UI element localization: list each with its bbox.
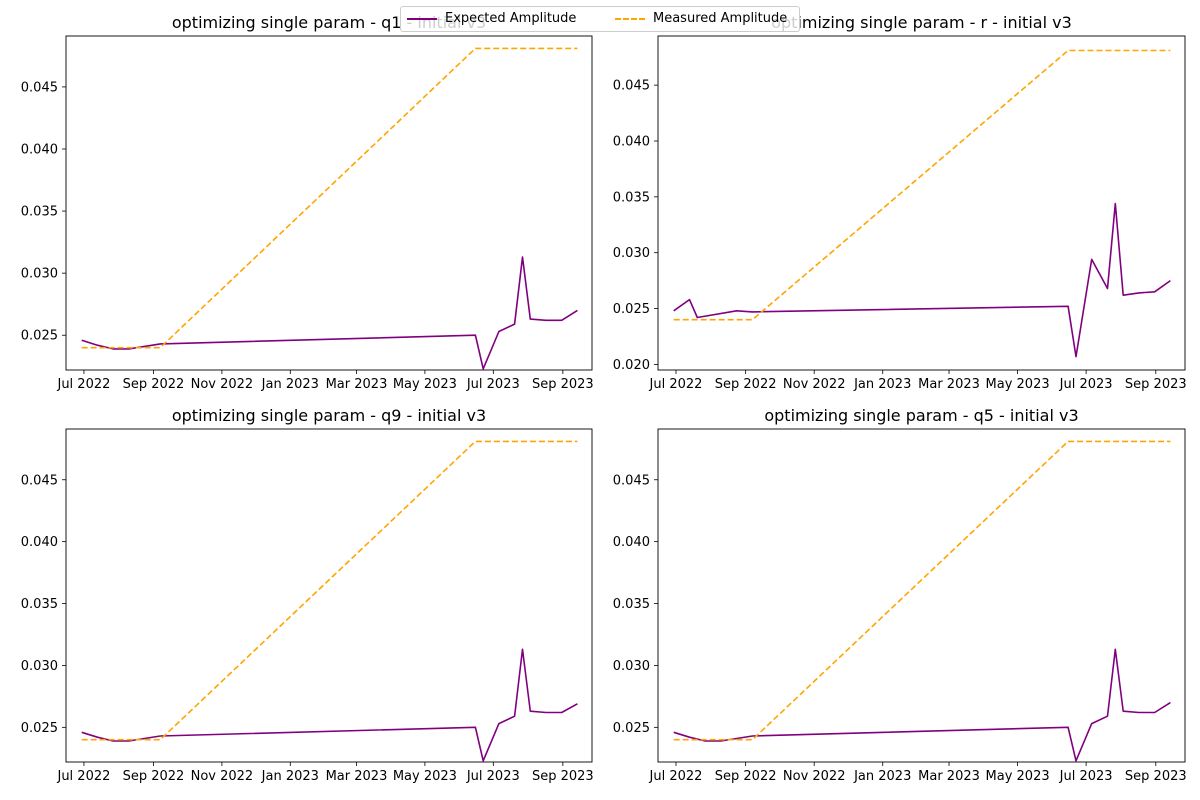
x-tick-label: Sep 2022	[123, 769, 185, 784]
y-tick-label: 0.035	[613, 190, 650, 205]
series-line-expected	[673, 648, 1171, 762]
chart-title: optimizing single param - r - initial v3	[771, 13, 1072, 32]
y-tick-label: 0.030	[21, 659, 58, 674]
series-line-measured	[81, 47, 578, 349]
series-line-expected	[673, 202, 1171, 358]
y-tick-label: 0.030	[21, 267, 58, 282]
x-tick-label: Jan 2023	[853, 377, 911, 392]
chart-title: optimizing single param - q9 - initial v…	[172, 406, 486, 425]
plot-frame	[65, 35, 593, 371]
x-tick-label: Nov 2022	[191, 377, 254, 392]
chart-panel-1: optimizing single param - q1 - initial v…	[21, 13, 594, 392]
x-tick-label: Jan 2023	[261, 769, 319, 784]
series-line-measured	[81, 440, 578, 741]
y-tick-label: 0.030	[613, 246, 650, 261]
y-tick-label: 0.040	[21, 535, 58, 550]
y-tick-label: 0.025	[21, 329, 58, 344]
x-tick-label: Sep 2023	[1125, 377, 1187, 392]
chart-panel-2: optimizing single param - r - initial v3…	[613, 13, 1187, 392]
x-tick-label: Mar 2023	[918, 769, 980, 784]
series-line-measured	[673, 440, 1171, 741]
y-tick-label: 0.025	[613, 302, 650, 317]
y-tick-label: 0.025	[21, 721, 58, 736]
x-tick-label: May 2023	[393, 769, 457, 784]
x-tick-label: Sep 2023	[1125, 769, 1187, 784]
x-tick-label: May 2023	[393, 377, 457, 392]
x-tick-label: May 2023	[986, 769, 1050, 784]
x-tick-label: Mar 2023	[918, 377, 980, 392]
y-tick-label: 0.040	[21, 142, 58, 157]
chart-panel-3: optimizing single param - q9 - initial v…	[21, 406, 594, 784]
x-tick-label: Jul 2023	[466, 769, 520, 784]
y-tick-label: 0.035	[21, 597, 58, 612]
x-tick-label: Sep 2022	[123, 377, 185, 392]
x-tick-label: Jul 2023	[466, 377, 520, 392]
x-tick-label: Jan 2023	[853, 769, 911, 784]
x-tick-label: Nov 2022	[783, 769, 846, 784]
x-tick-label: Mar 2023	[326, 377, 388, 392]
x-tick-label: Jul 2022	[56, 769, 110, 784]
series-line-expected	[81, 648, 578, 762]
legend-swatch-expected	[407, 17, 437, 20]
legend-label-measured: Measured Amplitude	[653, 11, 788, 26]
y-tick-label: 0.030	[613, 659, 650, 674]
legend-item-expected: Expected Amplitude	[407, 11, 576, 26]
y-tick-label: 0.045	[21, 80, 58, 95]
y-tick-label: 0.035	[21, 205, 58, 220]
legend-label-expected: Expected Amplitude	[445, 11, 577, 26]
x-tick-label: Jan 2023	[261, 377, 319, 392]
x-tick-label: Jul 2022	[649, 377, 703, 392]
plot-frame	[657, 35, 1186, 371]
x-tick-label: May 2023	[986, 377, 1050, 392]
y-tick-label: 0.025	[613, 721, 650, 736]
x-tick-label: Nov 2022	[191, 769, 254, 784]
x-tick-label: Jul 2023	[1059, 377, 1113, 392]
legend-item-measured: Measured Amplitude	[615, 11, 787, 26]
legend-swatch-measured	[615, 17, 645, 20]
y-tick-label: 0.020	[613, 358, 650, 373]
series-line-measured	[673, 49, 1171, 321]
plot-frame	[657, 428, 1186, 763]
x-tick-label: Sep 2023	[532, 769, 594, 784]
x-tick-label: Jul 2023	[1059, 769, 1113, 784]
y-tick-label: 0.045	[21, 473, 58, 488]
y-tick-label: 0.045	[613, 79, 650, 94]
series-line-expected	[81, 256, 578, 370]
legend: Expected Amplitude Measured Amplitude	[400, 6, 800, 32]
x-tick-label: Nov 2022	[783, 377, 846, 392]
y-tick-label: 0.045	[613, 473, 650, 488]
plot-frame	[65, 428, 593, 763]
x-tick-label: Sep 2022	[715, 769, 777, 784]
y-tick-label: 0.040	[613, 535, 650, 550]
y-tick-label: 0.040	[613, 135, 650, 150]
x-tick-label: Mar 2023	[326, 769, 388, 784]
chart-panel-4: optimizing single param - q5 - initial v…	[613, 406, 1187, 784]
x-tick-label: Jul 2022	[649, 769, 703, 784]
x-tick-label: Jul 2022	[56, 377, 110, 392]
x-tick-label: Sep 2022	[715, 377, 777, 392]
y-tick-label: 0.035	[613, 597, 650, 612]
chart-title: optimizing single param - q5 - initial v…	[764, 406, 1078, 425]
x-tick-label: Sep 2023	[532, 377, 594, 392]
